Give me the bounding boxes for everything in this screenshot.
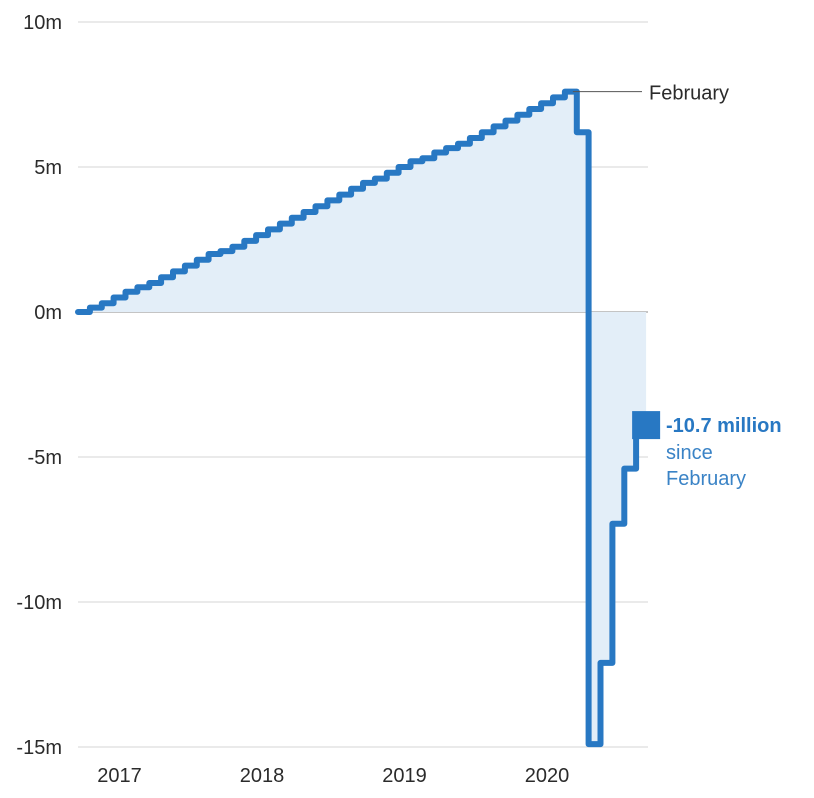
y-tick-label: 10m (23, 12, 62, 34)
end-label-line2: February (666, 468, 746, 490)
february-annotation: February (649, 83, 729, 105)
x-axis: 2017 2018 2019 2020 (97, 765, 569, 787)
y-tick-label: -15m (16, 737, 62, 759)
y-tick-label: -10m (16, 592, 62, 614)
series-line (75, 88, 650, 748)
end-label-line1: since (666, 442, 713, 464)
y-tick-label: 0m (34, 302, 62, 324)
x-tick-label: 2019 (382, 765, 427, 787)
y-axis: 10m 5m 0m -5m -10m -15m (16, 12, 62, 759)
end-marker (632, 411, 661, 440)
end-value-label: -10.7 million (666, 415, 782, 437)
series-path (75, 88, 650, 748)
x-tick-label: 2020 (525, 765, 570, 787)
x-tick-label: 2017 (97, 765, 142, 787)
y-tick-label: 5m (34, 157, 62, 179)
y-tick-label: -5m (28, 447, 62, 469)
x-tick-label: 2018 (240, 765, 285, 787)
annotations: February -10.7 million since February (572, 83, 782, 490)
